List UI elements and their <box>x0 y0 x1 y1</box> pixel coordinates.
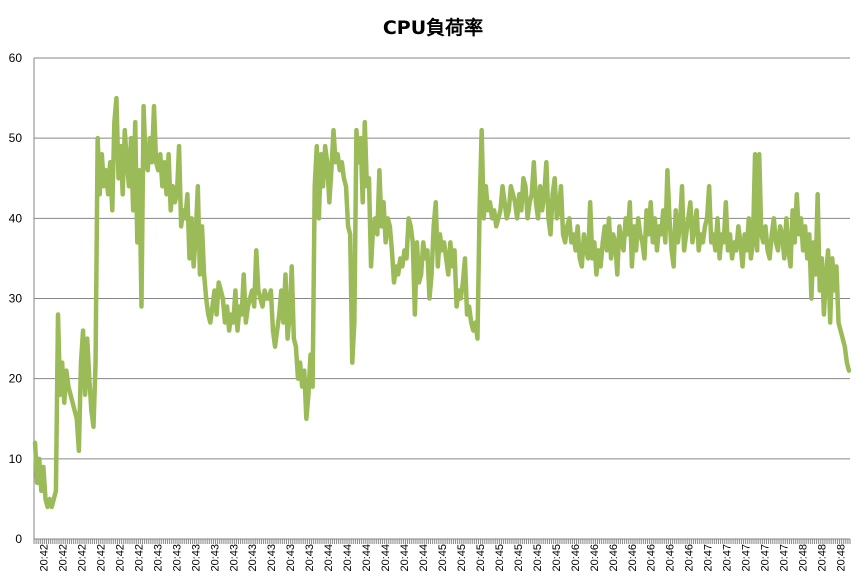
x-tick-label: 20:42 <box>133 544 145 572</box>
y-tick-label: 50 <box>9 131 23 145</box>
x-tick-label: 20:45 <box>456 544 468 572</box>
x-tick-label: 20:43 <box>171 544 183 572</box>
x-tick-label: 20:43 <box>304 544 316 572</box>
x-tick-label: 20:43 <box>209 544 221 572</box>
x-tick-label: 20:42 <box>57 544 69 572</box>
x-tick-label: 20:43 <box>152 544 164 572</box>
x-tick-label: 20:46 <box>646 544 658 572</box>
y-tick-label: 20 <box>9 372 23 386</box>
x-tick-label: 20:44 <box>342 544 354 572</box>
x-tick-label: 20:45 <box>532 544 544 572</box>
x-tick-label: 20:44 <box>399 544 411 572</box>
x-tick-label: 20:48 <box>817 544 829 572</box>
x-tick-label: 20:46 <box>684 544 696 572</box>
x-tick-label: 20:46 <box>665 544 677 572</box>
y-tick-label: 60 <box>9 51 23 65</box>
x-tick-label: 20:44 <box>380 544 392 572</box>
x-tick-label: 20:43 <box>247 544 259 572</box>
y-tick-label: 0 <box>15 532 22 546</box>
gridlines <box>34 57 850 460</box>
x-tick-label: 20:45 <box>437 544 449 572</box>
y-axis-tick-labels: 0 10 20 30 40 50 60 <box>9 51 23 546</box>
x-tick-label: 20:42 <box>76 544 88 572</box>
x-tick-label: 20:43 <box>228 544 240 572</box>
series-layer <box>32 95 852 510</box>
x-tick-label: 20:44 <box>323 544 335 572</box>
chart-title: CPU負荷率 <box>383 16 483 39</box>
x-tick-label: 20:42 <box>38 544 50 572</box>
y-tick-label: 40 <box>9 211 23 225</box>
x-tick-label: 20:46 <box>570 544 582 572</box>
x-tick-label: 20:46 <box>589 544 601 572</box>
x-tick-label: 20:46 <box>627 544 639 572</box>
x-tick-label: 20:48 <box>836 544 848 572</box>
x-tick-label: 20:42 <box>114 544 126 572</box>
x-tick-label: 20:44 <box>418 544 430 572</box>
x-tick-label: 20:46 <box>608 544 620 572</box>
x-tick-label: 20:47 <box>760 544 772 572</box>
y-tick-label: 10 <box>9 452 23 466</box>
x-tick-label: 20:45 <box>494 544 506 572</box>
x-tick-label: 20:44 <box>361 544 373 572</box>
x-tick-label: 20:42 <box>95 544 107 572</box>
x-tick-label: 20:47 <box>741 544 753 572</box>
x-tick-label: 20:47 <box>722 544 734 572</box>
x-tick-label: 20:43 <box>285 544 297 572</box>
x-tick-label: 20:45 <box>475 544 487 572</box>
x-axis-tick-labels: 20:42 20:42 20:42 20:42 20:42 20:42 20:43 20:43… <box>38 544 847 572</box>
x-axis-tick-marks <box>33 539 851 544</box>
x-tick-label: 20:47 <box>779 544 791 572</box>
x-tick-label: 20:45 <box>551 544 563 572</box>
x-tick-label: 20:45 <box>513 544 525 572</box>
x-tick-label: 20:47 <box>703 544 715 572</box>
x-tick-label: 20:43 <box>266 544 278 572</box>
x-tick-label: 20:43 <box>190 544 202 572</box>
x-tick-label: 20:48 <box>798 544 810 572</box>
y-tick-label: 30 <box>9 292 23 306</box>
series-line-cpu-load <box>32 95 852 510</box>
